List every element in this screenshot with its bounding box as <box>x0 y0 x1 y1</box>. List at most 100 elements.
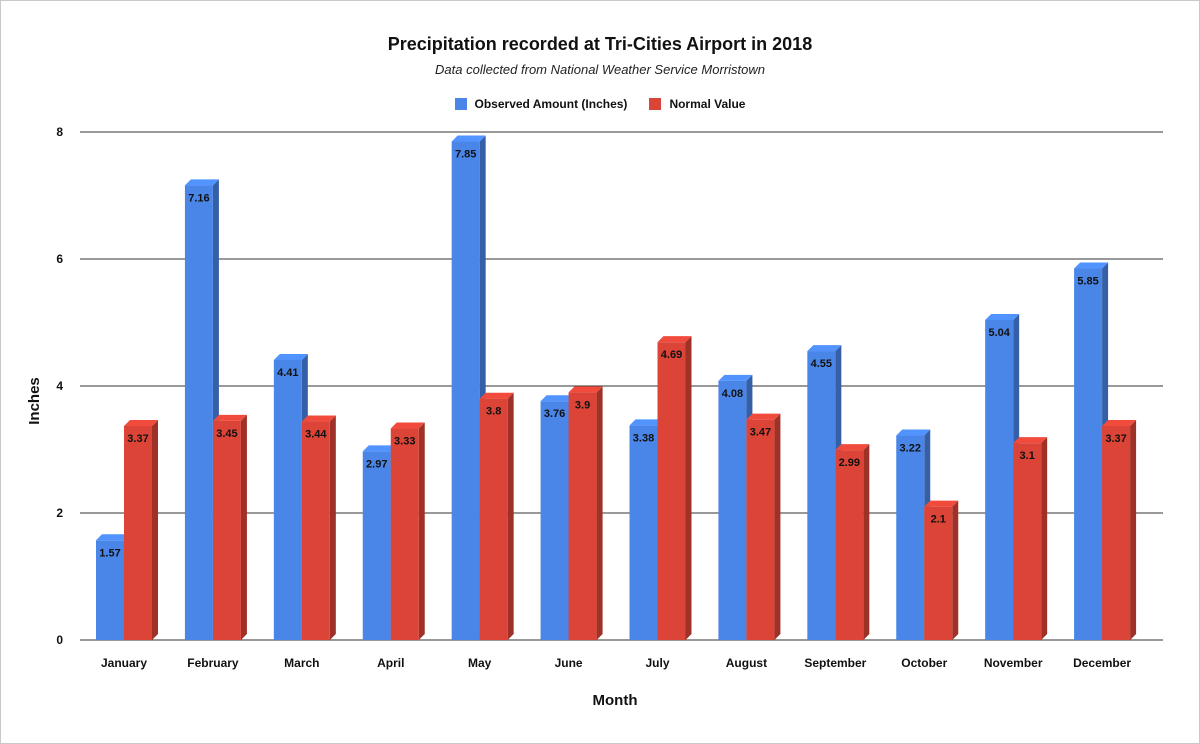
bar-side-normal <box>240 414 247 640</box>
grid-lines <box>80 131 1163 641</box>
bar-side-normal <box>685 336 692 640</box>
bar-top-observed <box>96 534 130 541</box>
bar-normal-november[interactable] <box>1013 443 1042 640</box>
bar-top-observed <box>985 313 1020 320</box>
bar-top-observed <box>807 345 842 352</box>
bar-top-observed <box>184 179 219 186</box>
y-tick-label: 6 <box>56 252 63 266</box>
bar-top-observed <box>896 429 931 436</box>
data-label-normal: 3.1 <box>1020 450 1035 462</box>
bar-top-normal <box>390 422 425 429</box>
bar-observed-september[interactable] <box>807 351 836 640</box>
bar-normal-june[interactable] <box>568 392 597 640</box>
x-tick-label: July <box>645 656 669 670</box>
bar-top-observed <box>273 353 308 360</box>
y-tick-label: 4 <box>56 379 63 393</box>
data-label-observed: 7.85 <box>455 149 476 161</box>
bar-top-normal <box>1102 420 1137 427</box>
legend-item-normal[interactable]: Normal Value <box>649 97 745 111</box>
bar-normal-march[interactable] <box>301 421 330 640</box>
data-label-observed: 4.55 <box>811 358 832 370</box>
x-tick-label: January <box>101 656 147 670</box>
bar-observed-december[interactable] <box>1074 268 1103 640</box>
bar-side-normal <box>1041 437 1048 640</box>
data-label-observed: 5.04 <box>988 327 1010 339</box>
y-tick-label: 8 <box>56 125 63 139</box>
y-tick-label: 0 <box>56 633 63 647</box>
x-tick-label: November <box>984 656 1043 670</box>
bar-observed-march[interactable] <box>273 359 302 640</box>
data-label-normal: 3.8 <box>486 406 501 418</box>
bar-side-normal <box>774 413 781 640</box>
bar-normal-september[interactable] <box>835 450 864 640</box>
data-label-normal: 2.1 <box>931 514 946 526</box>
bar-top-observed <box>629 419 664 426</box>
bar-side-normal <box>1130 420 1137 640</box>
bar-normal-december[interactable] <box>1102 426 1131 640</box>
x-tick-label: August <box>726 656 767 670</box>
bar-side-normal <box>863 444 870 640</box>
x-tick-label: May <box>468 656 492 670</box>
bar-top-normal <box>568 386 603 393</box>
bar-normal-august[interactable] <box>746 419 775 640</box>
x-tick-label: February <box>187 656 239 670</box>
data-label-observed: 4.41 <box>277 367 298 379</box>
bar-side-normal <box>952 500 959 640</box>
legend: Observed Amount (Inches) Normal Value <box>1 97 1199 111</box>
bar-normal-july[interactable] <box>657 342 686 640</box>
legend-label-observed: Observed Amount (Inches) <box>474 97 628 111</box>
bar-side-normal <box>507 392 514 640</box>
bar-normal-february[interactable] <box>212 420 241 640</box>
bar-normal-january[interactable] <box>124 426 152 640</box>
bar-top-normal <box>657 336 692 343</box>
bar-top-normal <box>1013 437 1048 444</box>
bar-normal-october[interactable] <box>924 506 953 640</box>
data-label-observed: 1.57 <box>99 547 120 559</box>
bar-top-normal <box>124 420 158 427</box>
bar-normal-may[interactable] <box>479 398 508 640</box>
data-label-normal: 3.37 <box>1105 433 1126 445</box>
bar-observed-august[interactable] <box>718 380 747 640</box>
bar-observed-january[interactable] <box>96 540 124 640</box>
data-label-normal: 3.45 <box>216 428 237 440</box>
x-tick-label: June <box>555 656 583 670</box>
data-label-normal: 2.99 <box>839 457 860 469</box>
x-tick-label: April <box>377 656 404 670</box>
data-label-normal: 3.33 <box>394 436 415 448</box>
legend-label-normal: Normal Value <box>669 97 746 111</box>
bar-normal-april[interactable] <box>390 428 419 640</box>
bar-side-normal <box>596 386 603 640</box>
bar-top-normal <box>212 414 247 421</box>
bar-top-normal <box>835 444 870 451</box>
bar-top-normal <box>479 392 514 399</box>
bar-side-normal <box>152 420 158 640</box>
bar-top-normal <box>301 415 336 422</box>
data-label-normal: 3.9 <box>575 399 590 411</box>
data-label-normal: 3.37 <box>127 433 148 445</box>
bar-top-normal <box>924 500 959 507</box>
bar-side-normal <box>418 422 425 640</box>
data-label-observed: 2.97 <box>366 458 387 470</box>
bar-observed-june[interactable] <box>540 401 569 640</box>
bar-top-observed <box>1074 262 1109 269</box>
bar-observed-may[interactable] <box>451 141 480 640</box>
data-label-observed: 4.08 <box>722 388 743 400</box>
chart-subtitle: Data collected from National Weather Ser… <box>435 62 765 77</box>
data-label-normal: 4.69 <box>661 349 682 361</box>
x-axis-title: Month <box>593 692 638 709</box>
bar-observed-february[interactable] <box>184 185 213 640</box>
data-label-observed: 5.85 <box>1077 276 1098 288</box>
bar-observed-october[interactable] <box>896 435 925 640</box>
bar-observed-july[interactable] <box>629 425 658 640</box>
legend-swatch-normal <box>649 98 662 110</box>
bar-observed-november[interactable] <box>985 319 1014 640</box>
bar-side-normal <box>329 415 336 640</box>
bar-top-observed <box>540 395 575 402</box>
bar-observed-april[interactable] <box>362 451 391 640</box>
legend-item-observed[interactable]: Observed Amount (Inches) <box>454 97 628 111</box>
x-tick-label: December <box>1073 656 1131 670</box>
data-label-observed: 3.38 <box>633 432 654 444</box>
bar-top-normal <box>746 413 781 420</box>
